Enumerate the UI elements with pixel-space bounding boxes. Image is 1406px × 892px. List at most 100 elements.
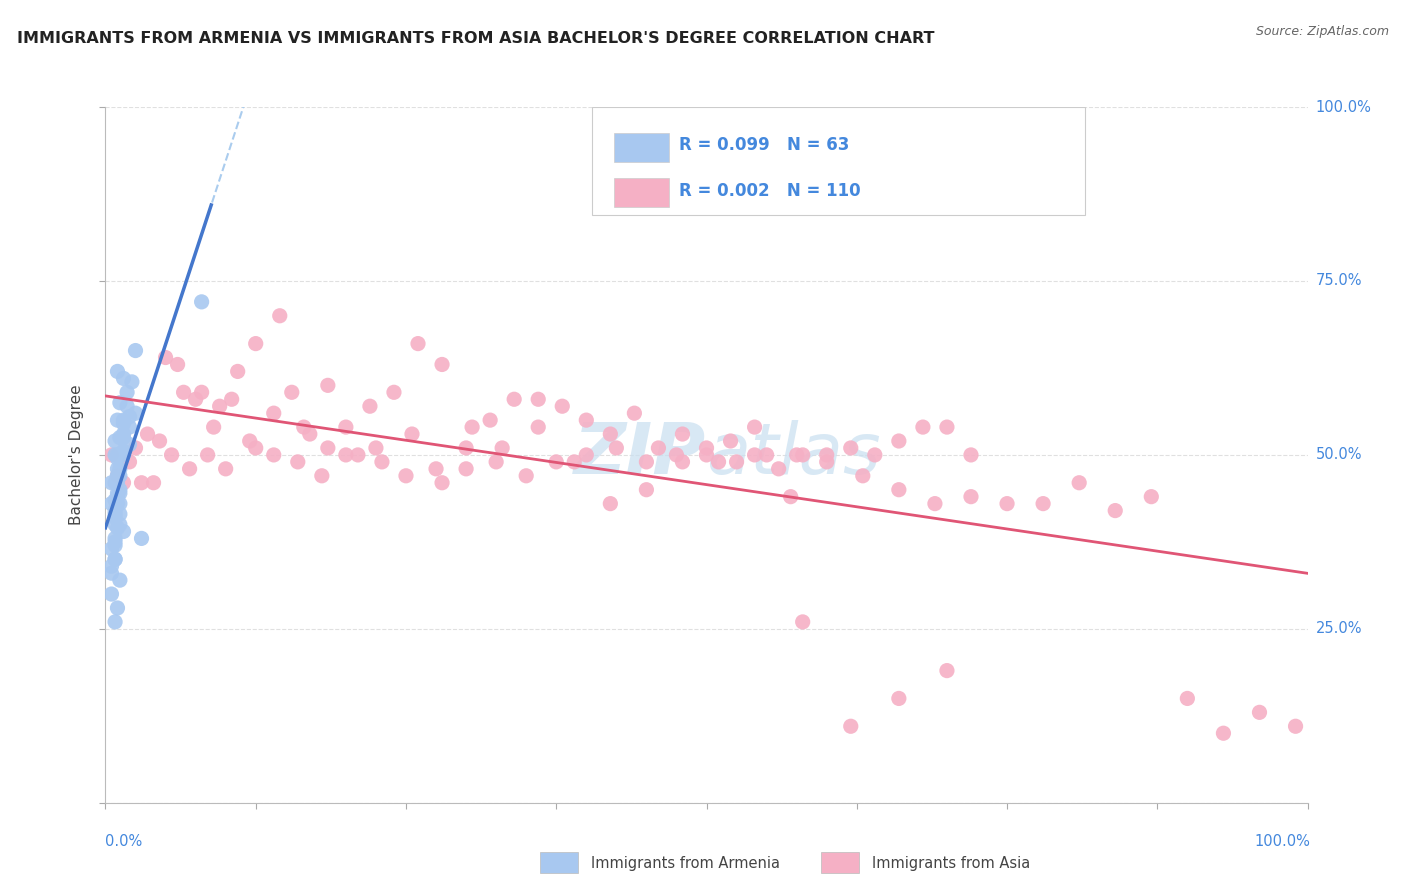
Point bbox=[911, 420, 934, 434]
Point bbox=[121, 375, 143, 389]
Point bbox=[636, 483, 658, 497]
Point bbox=[406, 336, 429, 351]
Point bbox=[214, 462, 236, 476]
Text: R = 0.099   N = 63: R = 0.099 N = 63 bbox=[679, 136, 849, 154]
Point bbox=[364, 441, 387, 455]
FancyBboxPatch shape bbox=[614, 178, 669, 207]
Point bbox=[515, 468, 537, 483]
Point bbox=[104, 552, 127, 566]
Point bbox=[124, 343, 146, 358]
Point bbox=[245, 336, 267, 351]
Point bbox=[696, 448, 718, 462]
Point bbox=[100, 497, 122, 511]
Text: IMMIGRANTS FROM ARMENIA VS IMMIGRANTS FROM ASIA BACHELOR'S DEGREE CORRELATION CH: IMMIGRANTS FROM ARMENIA VS IMMIGRANTS FR… bbox=[17, 31, 935, 46]
Point bbox=[104, 507, 127, 521]
Point bbox=[454, 462, 477, 476]
Point bbox=[108, 431, 131, 445]
Point bbox=[107, 490, 129, 504]
Point bbox=[108, 507, 131, 521]
Point bbox=[190, 294, 212, 309]
Point bbox=[100, 475, 122, 490]
Point bbox=[107, 468, 129, 483]
Point bbox=[108, 573, 131, 587]
FancyBboxPatch shape bbox=[614, 133, 669, 162]
Point bbox=[960, 448, 983, 462]
Point bbox=[707, 455, 730, 469]
Point bbox=[108, 497, 131, 511]
Point bbox=[108, 486, 131, 500]
Point bbox=[395, 468, 418, 483]
Point bbox=[768, 462, 790, 476]
Point bbox=[995, 497, 1018, 511]
Point bbox=[924, 497, 946, 511]
Text: 100.0%: 100.0% bbox=[1254, 834, 1310, 848]
Point bbox=[104, 510, 127, 524]
Point bbox=[142, 475, 165, 490]
Point bbox=[100, 587, 122, 601]
Point bbox=[124, 406, 146, 420]
Point bbox=[148, 434, 170, 448]
Point bbox=[839, 719, 862, 733]
Point bbox=[108, 483, 131, 497]
Point bbox=[546, 455, 568, 469]
Point bbox=[104, 493, 127, 508]
Point bbox=[118, 409, 141, 424]
Point bbox=[131, 532, 153, 546]
Point bbox=[287, 455, 309, 469]
Point bbox=[887, 434, 910, 448]
Point bbox=[245, 441, 267, 455]
Point bbox=[221, 392, 243, 407]
Point bbox=[779, 490, 801, 504]
Point bbox=[166, 358, 188, 372]
Text: 50.0%: 50.0% bbox=[1316, 448, 1362, 462]
Point bbox=[104, 538, 127, 552]
Point bbox=[112, 524, 135, 539]
Point bbox=[100, 541, 122, 556]
Point bbox=[104, 532, 127, 546]
Text: 75.0%: 75.0% bbox=[1316, 274, 1362, 288]
Point bbox=[430, 475, 453, 490]
Text: atlas: atlas bbox=[707, 420, 882, 490]
Point bbox=[263, 406, 285, 420]
Point bbox=[202, 420, 225, 434]
Point bbox=[104, 448, 127, 462]
Point bbox=[347, 448, 370, 462]
Text: ZIP: ZIP bbox=[574, 420, 707, 490]
Point bbox=[887, 691, 910, 706]
Point bbox=[454, 441, 477, 455]
Point bbox=[335, 448, 357, 462]
Point bbox=[1032, 497, 1054, 511]
Point bbox=[104, 552, 127, 566]
Point bbox=[647, 441, 669, 455]
Point bbox=[112, 431, 135, 445]
Point bbox=[104, 503, 127, 517]
Point bbox=[1175, 691, 1198, 706]
Point bbox=[335, 420, 357, 434]
Point bbox=[1249, 706, 1271, 720]
Point bbox=[1284, 719, 1306, 733]
Point bbox=[575, 413, 598, 427]
Point bbox=[1140, 490, 1163, 504]
Point bbox=[852, 468, 875, 483]
Point bbox=[112, 427, 135, 442]
Point bbox=[744, 448, 766, 462]
Point bbox=[1104, 503, 1126, 517]
Point bbox=[665, 448, 688, 462]
Point bbox=[815, 455, 838, 469]
Point bbox=[107, 448, 129, 462]
Point bbox=[430, 358, 453, 372]
Point bbox=[623, 406, 645, 420]
Point bbox=[100, 566, 122, 581]
Point bbox=[112, 475, 135, 490]
Point bbox=[527, 392, 550, 407]
Point bbox=[461, 420, 484, 434]
Point bbox=[108, 396, 131, 410]
Point bbox=[239, 434, 262, 448]
Point bbox=[599, 427, 621, 442]
Point bbox=[155, 351, 177, 365]
Text: Immigrants from Armenia: Immigrants from Armenia bbox=[591, 856, 779, 871]
Point bbox=[184, 392, 207, 407]
Point bbox=[107, 462, 129, 476]
Point bbox=[108, 468, 131, 483]
Point bbox=[316, 378, 339, 392]
